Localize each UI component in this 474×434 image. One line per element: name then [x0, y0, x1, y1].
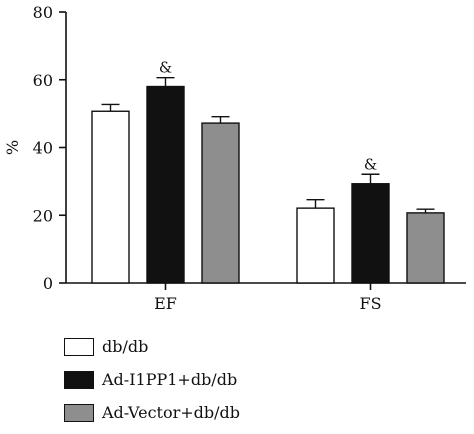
bar-ef-1	[146, 85, 185, 284]
x-tick-label-fs: FS	[359, 294, 381, 313]
y-tick-label: 80	[33, 3, 53, 22]
y-tick-label: 20	[33, 206, 53, 225]
bar-ef-2	[201, 122, 240, 284]
significance-mark: &	[364, 155, 377, 173]
y-tick-label: 60	[33, 71, 53, 90]
y-axis-label: %	[3, 140, 22, 155]
bar-ef-0	[91, 110, 130, 284]
legend-item-ad-i1pp1: Ad-I1PP1+db/db	[64, 368, 240, 391]
x-tick-label-ef: EF	[154, 294, 177, 313]
legend-label-db-db: db/db	[102, 337, 149, 356]
y-tick-label: 0	[43, 274, 53, 293]
legend-swatch-db-db	[64, 337, 94, 356]
legend: db/db Ad-I1PP1+db/db Ad-Vector+db/db	[64, 335, 240, 434]
bar-fs-0	[296, 207, 335, 284]
legend-label-ad-vector: Ad-Vector+db/db	[102, 403, 241, 422]
bar-chart: 0 20 40 60 80% & EF & FS	[3, 3, 466, 313]
legend-item-ad-vector: Ad-Vector+db/db	[64, 401, 240, 424]
bar-fs-2	[406, 212, 445, 284]
bar-fs-1	[351, 183, 390, 284]
legend-swatch-ad-i1pp1	[64, 370, 94, 389]
significance-mark: &	[159, 59, 172, 77]
legend-label-ad-i1pp1: Ad-I1PP1+db/db	[102, 370, 238, 389]
y-tick-label: 40	[33, 139, 53, 158]
legend-item-db-db: db/db	[64, 335, 240, 358]
